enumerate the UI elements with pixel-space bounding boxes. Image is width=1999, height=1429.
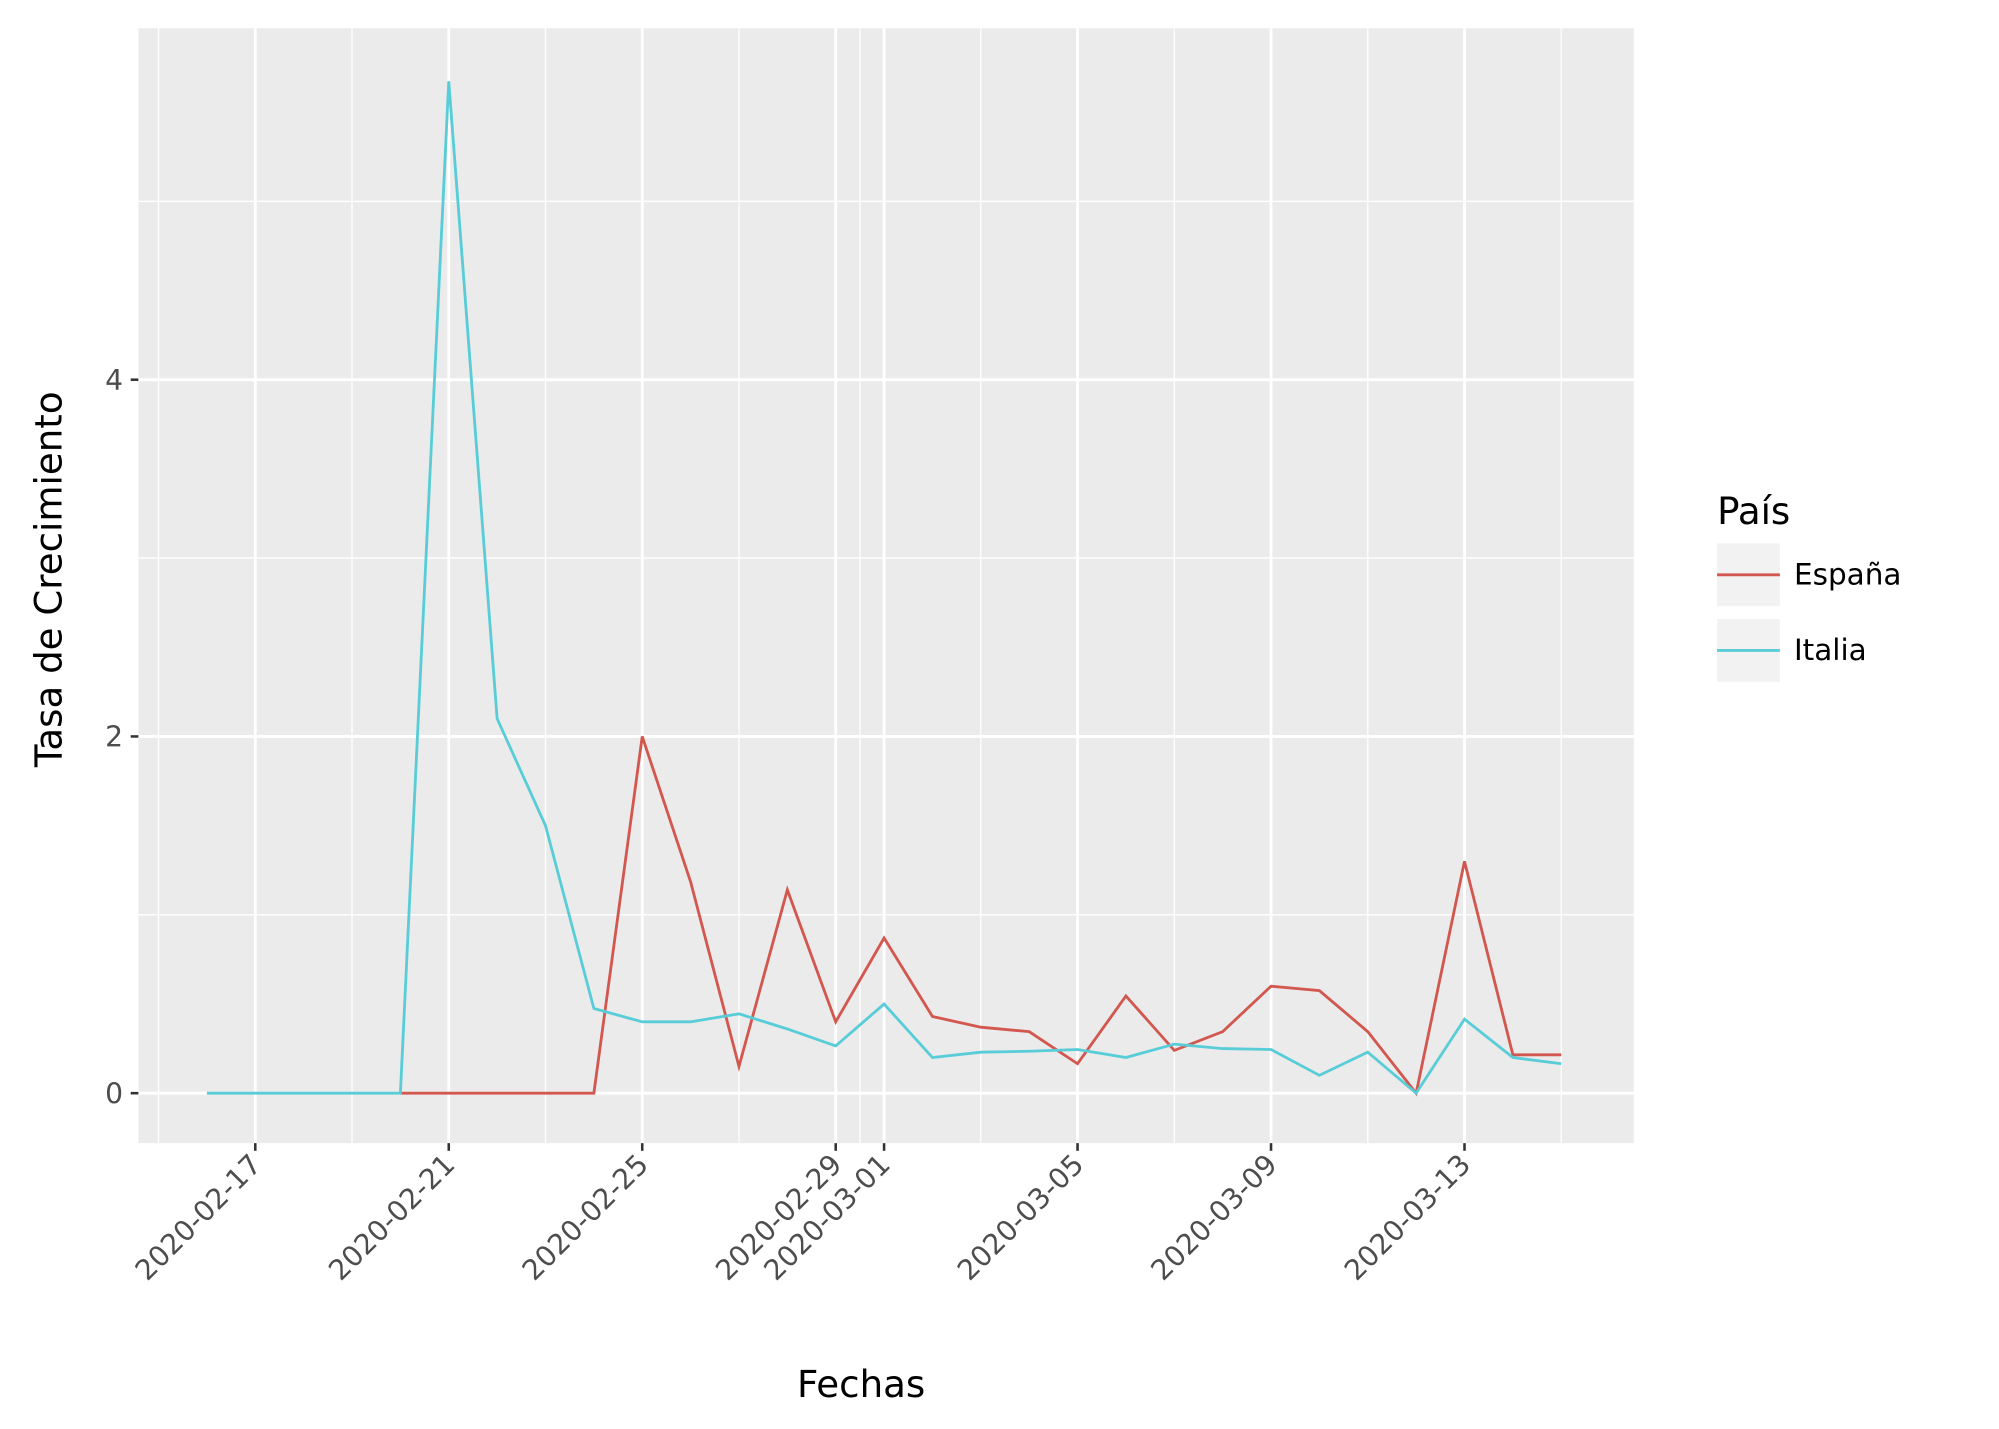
legend-title: País: [1717, 490, 1790, 533]
legend-label: Italia: [1794, 633, 1867, 667]
x-tick-label: 2020-02-17: [129, 1148, 268, 1287]
series-line: [400, 735, 1562, 1097]
series-line: [206, 81, 1562, 1096]
x-tick-label: 2020-03-05: [951, 1148, 1090, 1287]
panel: [138, 28, 1634, 1144]
legend-label: España: [1794, 557, 1901, 591]
y-tick-label: 2: [105, 721, 123, 754]
x-tick-label: 2020-03-09: [1145, 1148, 1284, 1287]
y-axis-title: Tasa de Crecimiento: [28, 391, 71, 768]
x-tick-label: 2020-02-21: [322, 1148, 461, 1287]
x-axis-title: Fechas: [797, 1363, 925, 1406]
y-tick-label: 4: [105, 364, 123, 397]
x-tick-label: 2020-02-25: [516, 1148, 655, 1287]
x-tick-label: 2020-03-13: [1338, 1148, 1477, 1287]
y-tick-label: 0: [105, 1077, 123, 1110]
